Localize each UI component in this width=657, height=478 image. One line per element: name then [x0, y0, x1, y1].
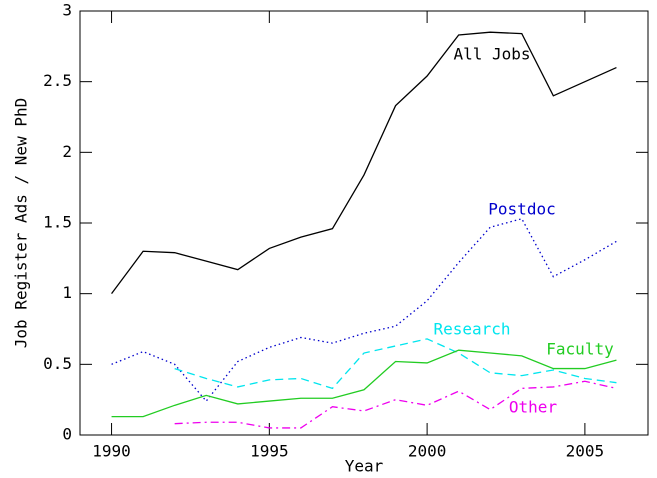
- y-tick-label: 1.5: [43, 213, 72, 232]
- y-tick-label: 3: [62, 1, 72, 20]
- series-line: [111, 349, 617, 418]
- series-line: [111, 31, 617, 295]
- series-label: Faculty: [546, 340, 614, 359]
- series-label: Postdoc: [488, 200, 555, 219]
- y-tick-label: 2: [62, 142, 72, 161]
- series-line: [174, 380, 617, 429]
- y-tick-label: 2.5: [43, 71, 72, 90]
- y-tick-label: 1: [62, 283, 72, 302]
- y-tick-label: 0.5: [43, 354, 72, 373]
- x-tick-label: 1990: [92, 442, 131, 461]
- series-label: Other: [509, 398, 558, 417]
- series-label: All Jobs: [453, 45, 530, 64]
- y-axis-label: Job Register Ads / New PhD: [12, 98, 31, 348]
- series-label: Research: [433, 320, 510, 339]
- series-line: [111, 217, 617, 403]
- y-tick-label: 0: [62, 425, 72, 444]
- x-tick-label: 1995: [250, 442, 289, 461]
- x-tick-label: 2000: [408, 442, 447, 461]
- x-tick-label: 2005: [566, 442, 605, 461]
- x-axis-label: Year: [345, 457, 384, 476]
- plot-frame: [79, 10, 649, 436]
